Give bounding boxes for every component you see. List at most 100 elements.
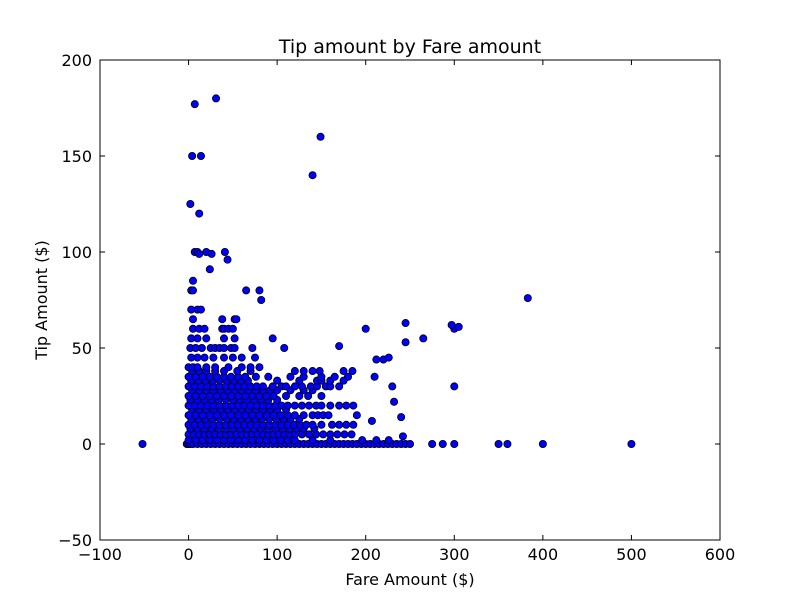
data-point <box>330 372 339 381</box>
data-point <box>401 319 410 328</box>
data-point <box>428 439 437 448</box>
data-point <box>257 295 266 304</box>
data-point <box>195 249 204 258</box>
data-point <box>280 343 289 352</box>
data-point <box>290 367 299 376</box>
data-point <box>193 334 202 343</box>
data-point <box>340 430 349 439</box>
data-point <box>200 324 209 333</box>
data-point <box>398 432 407 441</box>
data-point <box>384 436 393 445</box>
y-tick-label: 150 <box>61 147 92 166</box>
data-point <box>348 367 357 376</box>
axis-ticks: −100 0 100 200 300 400 500 600 −50 0 50 100 150 200 <box>58 51 735 564</box>
data-point <box>390 397 399 406</box>
y-axis-label: Tip Amount ($) <box>32 240 51 361</box>
data-point <box>503 439 512 448</box>
data-point <box>397 413 406 422</box>
data-point <box>202 334 211 343</box>
data-point <box>283 401 292 410</box>
chart-title: Tip amount by Fare amount <box>278 36 541 58</box>
data-point <box>627 439 636 448</box>
y-tick-label: 0 <box>82 435 92 454</box>
data-point <box>251 372 260 381</box>
data-point <box>335 401 344 410</box>
data-point <box>317 401 326 410</box>
x-tick-label: 600 <box>705 545 736 564</box>
data-point <box>230 334 239 343</box>
data-point <box>255 363 264 372</box>
data-point <box>447 320 456 329</box>
data-point <box>538 439 547 448</box>
x-tick-label: 400 <box>528 545 559 564</box>
y-tick-label: 50 <box>72 339 92 358</box>
data-point <box>286 372 295 381</box>
data-point <box>308 420 317 429</box>
y-tick-label: 100 <box>61 243 92 262</box>
data-point <box>333 430 342 439</box>
data-point <box>205 265 214 274</box>
data-point <box>242 286 251 295</box>
data-point <box>342 401 351 410</box>
data-point <box>352 411 361 420</box>
plot-frame <box>99 59 721 541</box>
data-point <box>405 439 414 448</box>
data-point <box>188 151 197 160</box>
data-point <box>335 420 344 429</box>
data-point <box>188 276 197 285</box>
data-point <box>223 255 232 264</box>
data-point <box>297 401 306 410</box>
data-point <box>197 343 206 352</box>
data-point <box>290 411 299 420</box>
data-point <box>281 382 290 391</box>
data-point <box>317 391 326 400</box>
data-point <box>454 322 463 331</box>
data-point <box>384 353 393 362</box>
data-point <box>401 338 410 347</box>
data-point <box>258 382 267 391</box>
data-point <box>227 372 236 381</box>
data-point <box>269 391 278 400</box>
data-point <box>273 376 282 385</box>
data-point <box>450 439 459 448</box>
data-point <box>207 249 216 258</box>
y-tick-label: −50 <box>58 531 92 550</box>
data-point <box>339 367 348 376</box>
data-point <box>299 411 308 420</box>
data-point <box>372 436 381 445</box>
data-point <box>316 132 325 141</box>
data-point <box>268 382 277 391</box>
data-point <box>305 430 314 439</box>
y-tick-label: 200 <box>61 51 92 70</box>
data-point <box>196 151 205 160</box>
data-point <box>281 391 290 400</box>
data-point <box>349 401 358 410</box>
data-point <box>335 382 344 391</box>
data-point <box>370 372 379 381</box>
data-point <box>188 286 197 295</box>
data-point <box>241 372 250 381</box>
data-point <box>219 343 228 352</box>
data-point <box>361 324 370 333</box>
data-point <box>186 199 195 208</box>
data-point <box>319 430 328 439</box>
data-point <box>347 430 356 439</box>
data-point <box>308 171 317 180</box>
data-point <box>349 420 358 429</box>
data-point <box>232 315 241 324</box>
data-point <box>419 334 428 343</box>
data-point <box>224 363 233 372</box>
x-tick-label: 500 <box>616 545 647 564</box>
data-point <box>228 324 237 333</box>
x-tick-label: 0 <box>183 545 193 564</box>
data-point <box>248 343 257 352</box>
data-point <box>212 94 221 103</box>
data-point <box>219 353 228 362</box>
data-point <box>218 315 227 324</box>
data-point <box>246 363 255 372</box>
data-point <box>326 401 335 410</box>
data-point <box>326 430 335 439</box>
data-point <box>494 439 503 448</box>
